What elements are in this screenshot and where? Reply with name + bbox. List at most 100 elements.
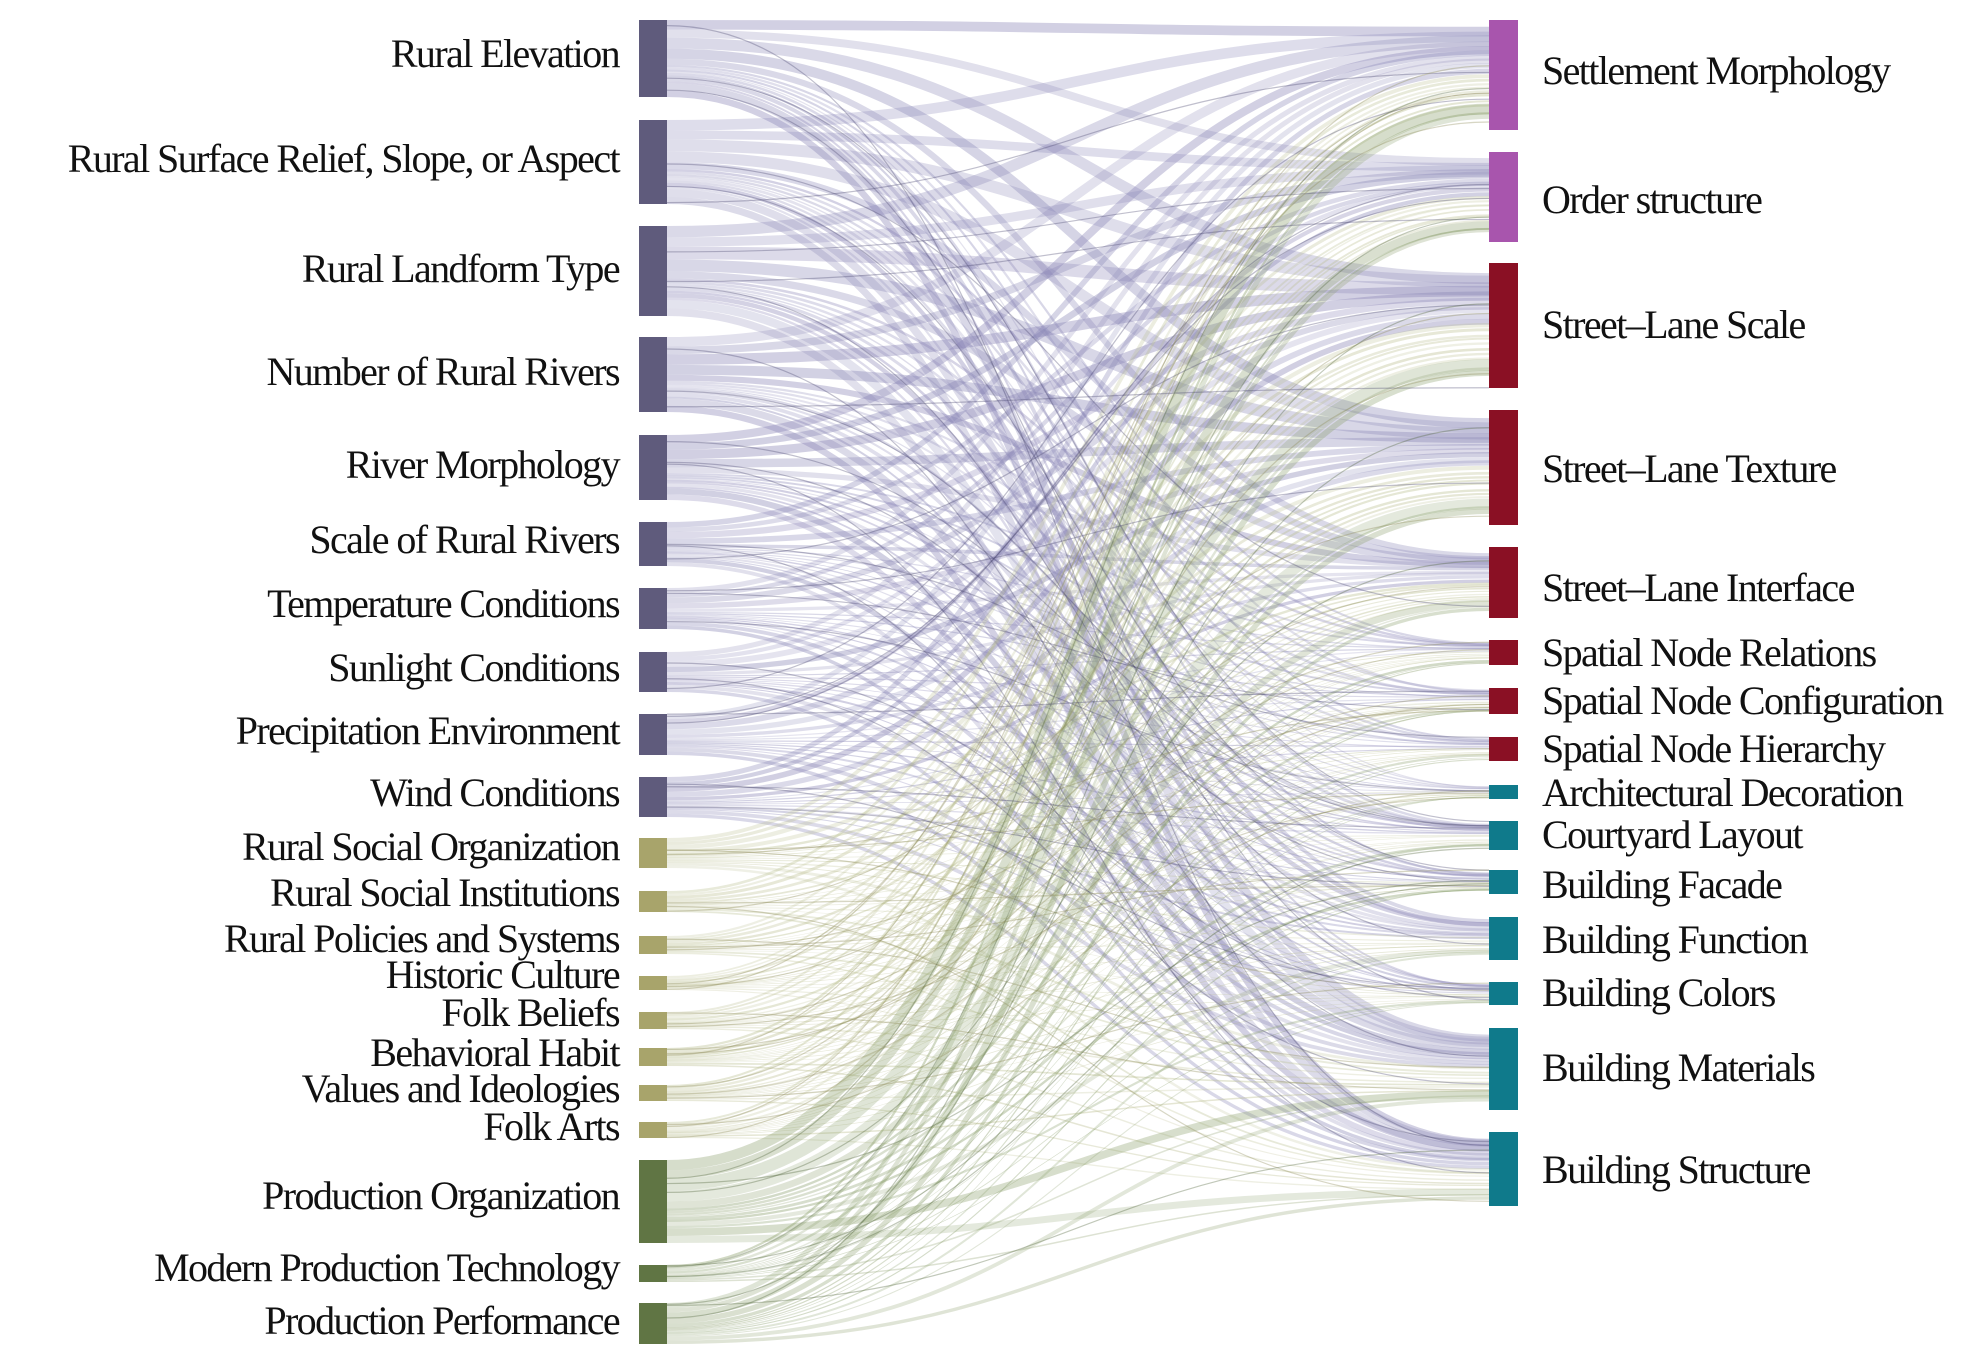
flow-rural-social-institutions-to-street-lane-interface	[666, 584, 1490, 904]
label-historic-culture: Historic Culture	[386, 952, 620, 997]
flow-production-performance-to-architectural-decoration	[666, 796, 1490, 1332]
flow-rural-landform-type-to-spatial-node-configuration	[666, 281, 1490, 696]
target-node-building-colors	[1489, 982, 1518, 1005]
flow-folk-arts-to-street-lane-scale	[666, 357, 1490, 1128]
flow-wind-conditions-to-street-lane-scale	[666, 318, 1490, 792]
target-node-street-lane-texture	[1489, 410, 1518, 525]
flow-edge-modern-production-technology-0	[666, 847, 1490, 1267]
flow-rural-social-organization-to-building-materials	[666, 862, 1490, 1070]
flow-edge-folk-beliefs-1	[666, 1012, 1490, 1091]
flow-behavioral-habit-to-spatial-node-configuration	[666, 706, 1490, 1060]
flow-rural-surface-relief-slope-or-aspect-to-courtyard-layout	[666, 177, 1490, 829]
flow-edge-scale-of-rural-rivers-2	[666, 543, 1490, 738]
flow-wind-conditions-to-settlement-morphology	[666, 68, 1490, 783]
flow-rural-social-institutions-to-settlement-morphology	[666, 78, 1490, 894]
flow-rural-elevation-to-street-lane-texture	[666, 48, 1490, 429]
flow-rural-social-organization-to-street-lane-texture	[666, 465, 1490, 854]
flow-rural-surface-relief-slope-or-aspect-to-building-function	[666, 182, 1490, 927]
flow-edge-values-and-ideologies-1	[666, 703, 1490, 1095]
flow-folk-arts-to-building-structure	[666, 1136, 1490, 1190]
flow-edge-folk-arts-2	[666, 790, 1490, 1126]
flow-edge-production-organization-2	[666, 87, 1490, 1179]
flow-production-organization-to-courtyard-layout	[666, 843, 1490, 1220]
flow-edge-river-morphology-0	[666, 461, 1490, 882]
flow-edge-number-of-rural-rivers-1	[666, 390, 1490, 827]
flow-production-performance-to-courtyard-layout	[666, 844, 1490, 1333]
flow-edge-rural-policies-and-systems-2	[666, 869, 1490, 948]
flow-folk-beliefs-to-street-lane-texture	[666, 482, 1490, 1021]
label-building-materials: Building Materials	[1542, 1045, 1815, 1090]
flow-edge-rural-social-organization-2	[666, 849, 1490, 991]
flow-rural-social-institutions-to-building-colors	[666, 907, 1490, 996]
flow-sunlight-conditions-to-architectural-decoration	[666, 678, 1490, 792]
flow-folk-arts-to-street-lane-texture	[666, 496, 1490, 1131]
target-labels: Settlement Morphology Order structure St…	[1542, 48, 1946, 1192]
source-node-values-and-ideologies	[639, 1085, 667, 1101]
flow-edge-wind-conditions-1	[666, 806, 1490, 887]
flow-historic-culture-to-building-materials	[666, 987, 1490, 1080]
flow-rural-surface-relief-slope-or-aspect-to-street-lane-texture	[666, 151, 1490, 434]
flow-folk-arts-to-building-colors	[666, 1000, 1490, 1136]
flow-folk-arts-to-building-materials	[666, 1090, 1490, 1137]
flow-edge-rural-surface-relief-slope-or-aspect-2	[666, 185, 1490, 871]
target-node-street-lane-interface	[1489, 547, 1518, 618]
flow-historic-culture-to-spatial-node-configuration	[666, 704, 1490, 986]
label-building-colors: Building Colors	[1542, 970, 1776, 1015]
flow-modern-production-technology-to-building-function	[666, 951, 1490, 1279]
flow-sunlight-conditions-to-building-materials	[666, 684, 1490, 1062]
flow-sunlight-conditions-to-street-lane-interface	[666, 571, 1490, 676]
flow-edge-rural-surface-relief-slope-or-aspect-1	[666, 163, 1490, 607]
flow-sunlight-conditions-to-building-colors	[666, 683, 1490, 991]
label-street-lane-scale: Street–Lane Scale	[1542, 302, 1806, 347]
source-node-number-of-rural-rivers	[639, 337, 667, 412]
flow-number-of-rural-rivers-to-building-materials	[666, 398, 1490, 1050]
flow-edge-precipitation-environment-1	[666, 197, 1490, 717]
flow-rural-policies-and-systems-to-building-materials	[666, 950, 1490, 1077]
flow-rural-surface-relief-slope-or-aspect-to-street-lane-interface	[666, 162, 1490, 563]
flow-edge-rural-social-institutions-1	[666, 515, 1490, 912]
flow-rural-social-institutions-to-order-structure	[666, 200, 1490, 896]
flow-rural-elevation-to-building-colors	[666, 81, 1490, 988]
target-node-building-structure	[1489, 1132, 1518, 1206]
flow-production-organization-to-building-colors	[666, 1000, 1490, 1229]
flow-edge-rural-social-organization-0	[666, 792, 1490, 851]
flow-modern-production-technology-to-spatial-node-hierarchy	[666, 757, 1490, 1277]
flow-folk-arts-to-street-lane-interface	[666, 600, 1490, 1132]
flow-rural-surface-relief-slope-or-aspect-to-settlement-morphology	[666, 31, 1490, 131]
flow-folk-beliefs-to-spatial-node-configuration	[666, 704, 1490, 1023]
flow-number-of-rural-rivers-to-architectural-decoration	[666, 387, 1490, 790]
flow-rural-social-organization-to-street-lane-interface	[666, 582, 1490, 856]
flow-rural-social-organization-to-spatial-node-configuration	[666, 701, 1490, 858]
flow-number-of-rural-rivers-to-spatial-node-configuration	[666, 382, 1490, 694]
flow-rural-policies-and-systems-to-order-structure	[666, 204, 1490, 941]
source-node-rural-social-institutions	[639, 891, 667, 912]
label-architectural-decoration: Architectural Decoration	[1542, 770, 1904, 815]
flow-precipitation-environment-to-architectural-decoration	[666, 741, 1490, 793]
flow-edge-behavioral-habit-1	[666, 649, 1490, 1055]
flow-number-of-rural-rivers-to-building-colors	[666, 396, 1490, 988]
flow-sunlight-conditions-to-spatial-node-configuration	[666, 676, 1490, 698]
flow-number-of-rural-rivers-to-spatial-node-relations	[666, 380, 1490, 648]
flow-rural-policies-and-systems-to-settlement-morphology	[666, 83, 1490, 939]
flow-precipitation-environment-to-spatial-node-configuration	[666, 698, 1490, 741]
flow-edge-sunlight-conditions-1	[666, 678, 1490, 1085]
flow-production-organization-to-spatial-node-configuration	[666, 708, 1490, 1214]
flow-edge-behavioral-habit-2	[666, 65, 1490, 1056]
flow-precipitation-environment-to-street-lane-interface	[666, 575, 1490, 738]
flow-edge-rural-elevation-0	[666, 77, 1490, 823]
flow-wind-conditions-to-spatial-node-hierarchy	[666, 748, 1490, 804]
flow-modern-production-technology-to-building-facade	[666, 889, 1490, 1278]
flow-edge-production-performance-0	[666, 1149, 1490, 1307]
flow-folk-beliefs-to-settlement-morphology	[666, 90, 1490, 1015]
flow-edge-rural-policies-and-systems-1	[666, 706, 1490, 951]
flow-temperature-conditions-to-building-facade	[666, 617, 1490, 880]
flow-scale-of-rural-rivers-to-building-materials	[666, 558, 1490, 1057]
flow-precipitation-environment-to-building-facade	[666, 743, 1490, 883]
flow-scale-of-rural-rivers-to-street-lane-texture	[666, 443, 1490, 545]
flow-edge-number-of-rural-rivers-2	[666, 348, 1490, 1057]
source-node-scale-of-rural-rivers	[639, 522, 667, 566]
flow-folk-arts-to-architectural-decoration	[666, 794, 1490, 1134]
flow-precipitation-environment-to-building-colors	[666, 746, 1490, 992]
flow-edge-historic-culture-1	[666, 121, 1490, 985]
source-node-temperature-conditions	[639, 588, 667, 629]
